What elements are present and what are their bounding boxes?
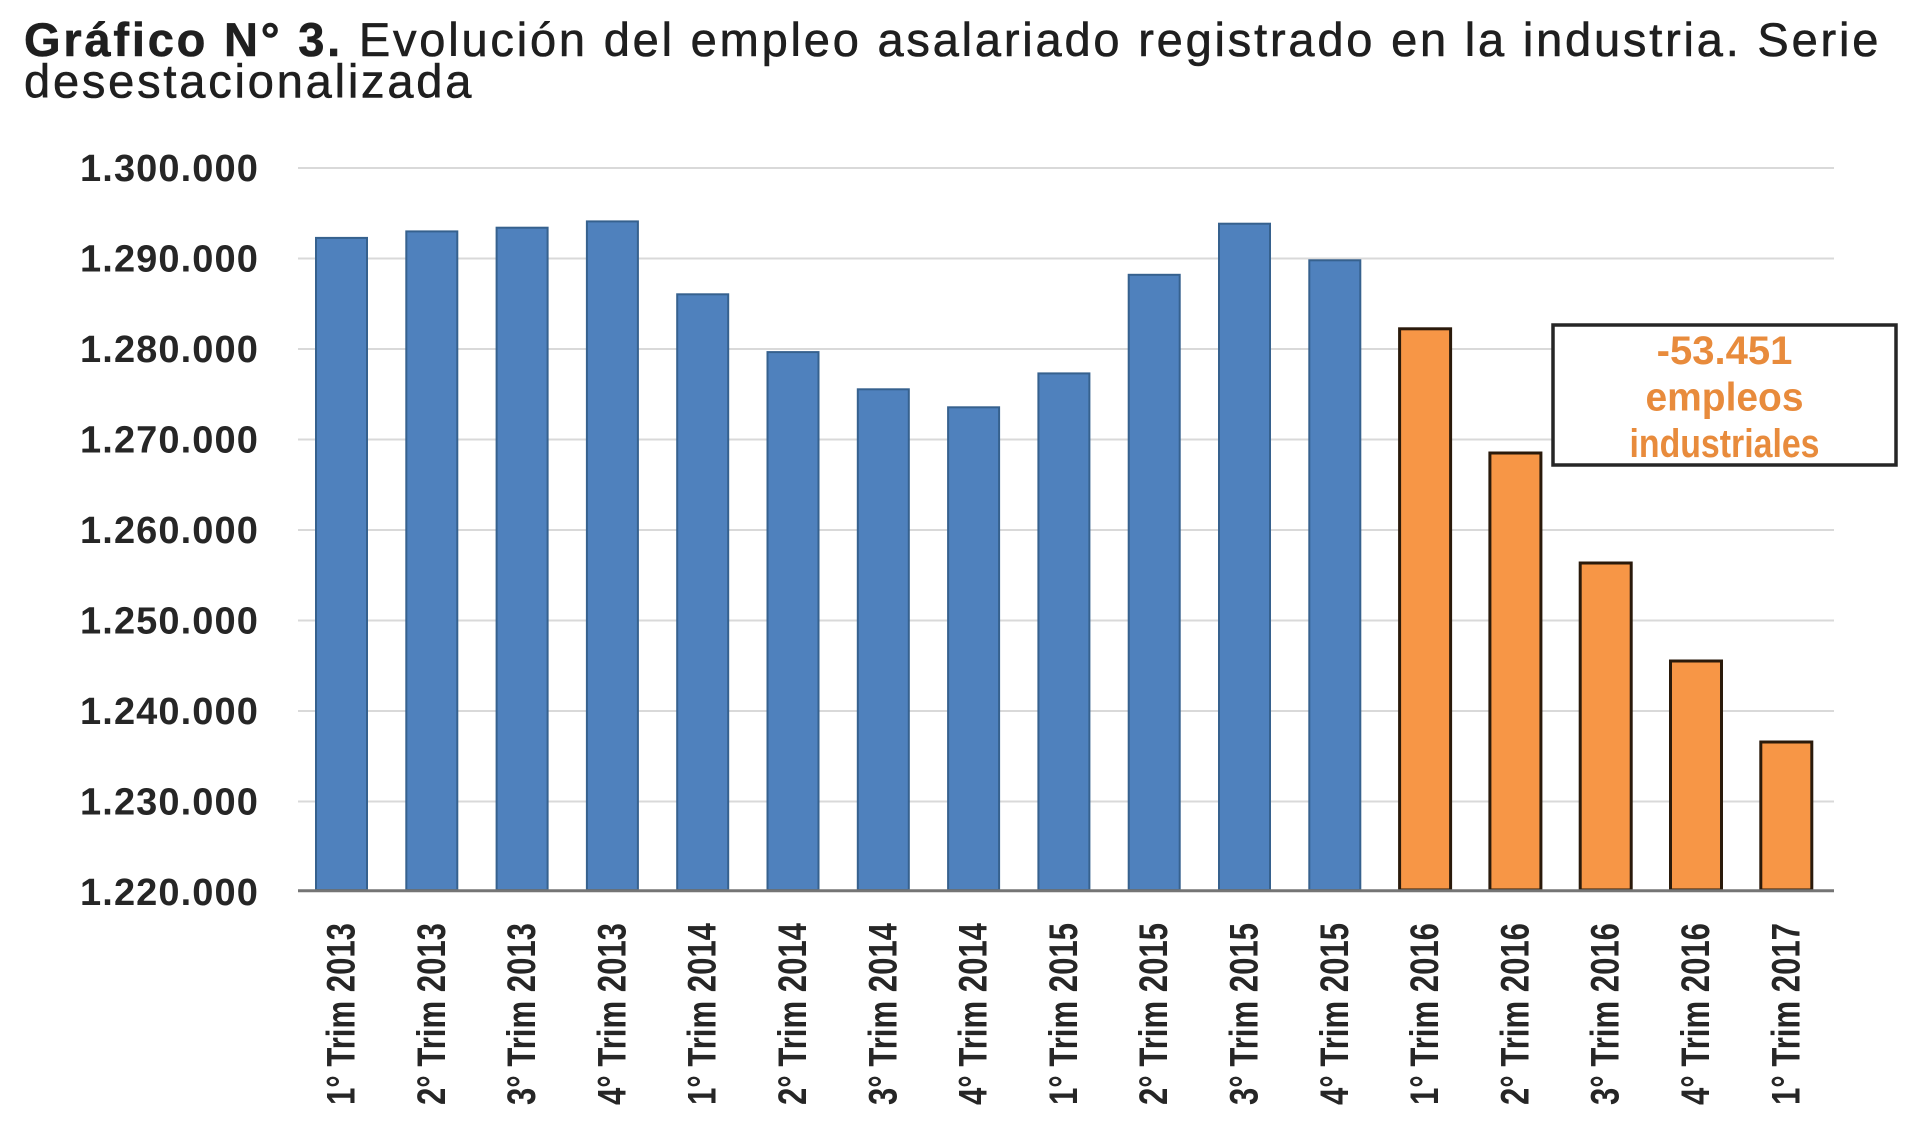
svg-text:1° Trim 2013: 1° Trim 2013 [320,923,364,1105]
svg-text:3° Trim 2016: 3° Trim 2016 [1584,923,1628,1105]
svg-text:1° Trim 2014: 1° Trim 2014 [681,922,725,1105]
svg-text:1.220.000: 1.220.000 [80,872,259,914]
svg-text:2° Trim 2013: 2° Trim 2013 [410,923,454,1105]
svg-text:1.270.000: 1.270.000 [80,420,259,462]
svg-text:1.230.000: 1.230.000 [80,782,259,824]
svg-text:4° Trim 2013: 4° Trim 2013 [590,923,634,1105]
svg-text:1° Trim 2015: 1° Trim 2015 [1042,923,1086,1105]
svg-text:1.300.000: 1.300.000 [80,148,259,190]
svg-text:4° Trim 2016: 4° Trim 2016 [1674,923,1718,1105]
svg-text:1.240.000: 1.240.000 [80,691,259,733]
svg-text:3° Trim 2013: 3° Trim 2013 [500,923,544,1105]
svg-text:1.250.000: 1.250.000 [80,601,259,643]
svg-text:2° Trim 2015: 2° Trim 2015 [1132,923,1176,1105]
svg-text:1° Trim 2016: 1° Trim 2016 [1403,923,1447,1105]
svg-text:Gráfico N° 3. Evolución del em: Gráfico N° 3. Evolución del empleo asala… [24,13,1881,66]
svg-text:empleos: empleos [1646,376,1804,420]
svg-text:1.290.000: 1.290.000 [80,239,259,281]
svg-text:industriales: industriales [1630,422,1820,466]
svg-text:desestacionalizada: desestacionalizada [24,55,474,108]
svg-text:2° Trim 2016: 2° Trim 2016 [1493,923,1537,1105]
svg-text:4° Trim 2014: 4° Trim 2014 [952,922,996,1105]
svg-text:1.260.000: 1.260.000 [80,510,259,552]
svg-text:1.280.000: 1.280.000 [80,329,259,371]
svg-text:4° Trim 2015: 4° Trim 2015 [1313,923,1357,1105]
svg-text:3° Trim 2015: 3° Trim 2015 [1223,923,1267,1105]
svg-text:-53.451: -53.451 [1657,329,1793,373]
svg-text:3° Trim 2014: 3° Trim 2014 [861,922,905,1105]
svg-text:2° Trim 2014: 2° Trim 2014 [771,922,815,1105]
svg-text:1° Trim 2017: 1° Trim 2017 [1764,923,1808,1105]
